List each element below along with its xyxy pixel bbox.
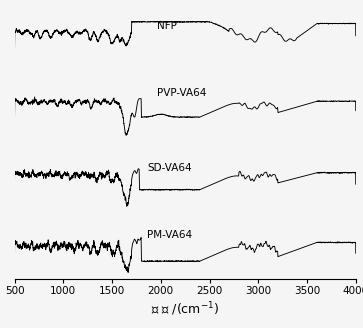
Text: PM-VA64: PM-VA64 (147, 230, 192, 239)
Text: PVP-VA64: PVP-VA64 (157, 88, 206, 98)
X-axis label: 波 长 /(cm$^{-1}$): 波 长 /(cm$^{-1}$) (151, 300, 219, 318)
Text: SD-VA64: SD-VA64 (147, 163, 192, 173)
Text: NFP: NFP (157, 21, 177, 31)
